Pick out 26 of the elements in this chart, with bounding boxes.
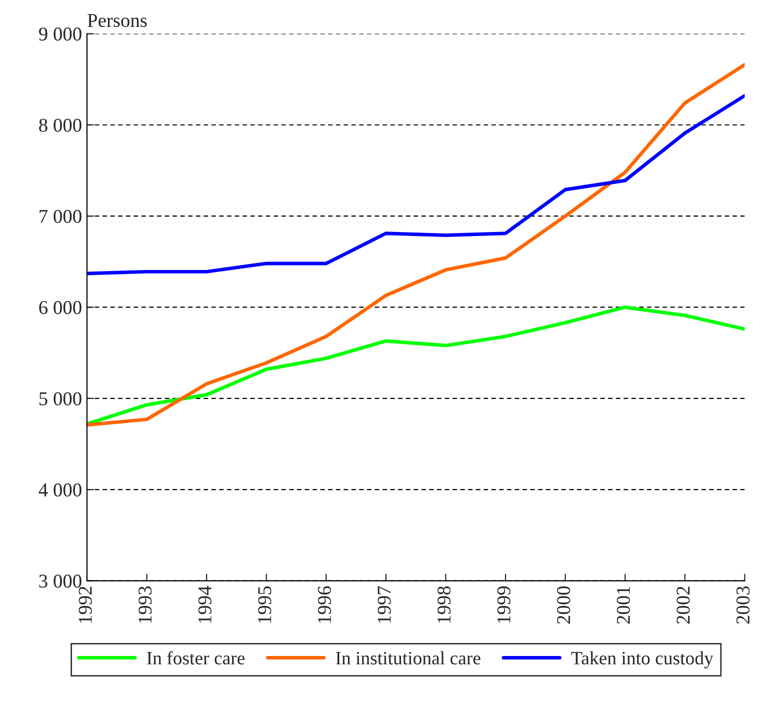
line-series (86, 306, 745, 426)
x-tick-label: 1998 (437, 586, 451, 623)
x-tick-label: 2002 (676, 586, 690, 624)
legend-label: In institutional care (336, 651, 480, 664)
line-series (86, 94, 745, 276)
y-tick-label: 8 000 (39, 118, 82, 132)
line-series (86, 62, 745, 427)
x-tick-label: 1995 (258, 586, 272, 623)
x-tick-label: 2001 (616, 586, 630, 624)
x-tick-label: 1999 (497, 586, 510, 623)
x-tick-label: 2003 (736, 586, 750, 624)
y-tick-label: 7 000 (40, 210, 82, 223)
y-tick-label: 6 000 (39, 301, 82, 314)
x-tick-label: 1993 (138, 586, 152, 623)
x-tick-label: 1997 (378, 586, 391, 623)
x-tick-label: 2000 (557, 586, 570, 624)
y-tick-label: 5 000 (40, 392, 82, 406)
y-tick-label: 4 000 (38, 483, 82, 497)
x-tick-label: 1992 (78, 586, 92, 623)
y-axis-title: Persons (88, 14, 147, 28)
x-tick-label: 1996 (318, 586, 332, 623)
y-tick-label: 3 000 (39, 574, 82, 588)
legend-label: Taken into custody (571, 651, 714, 668)
x-tick-label: 1994 (198, 586, 212, 623)
legend-label: In foster care (146, 651, 245, 664)
y-tick-label: 9 000 (38, 28, 82, 41)
